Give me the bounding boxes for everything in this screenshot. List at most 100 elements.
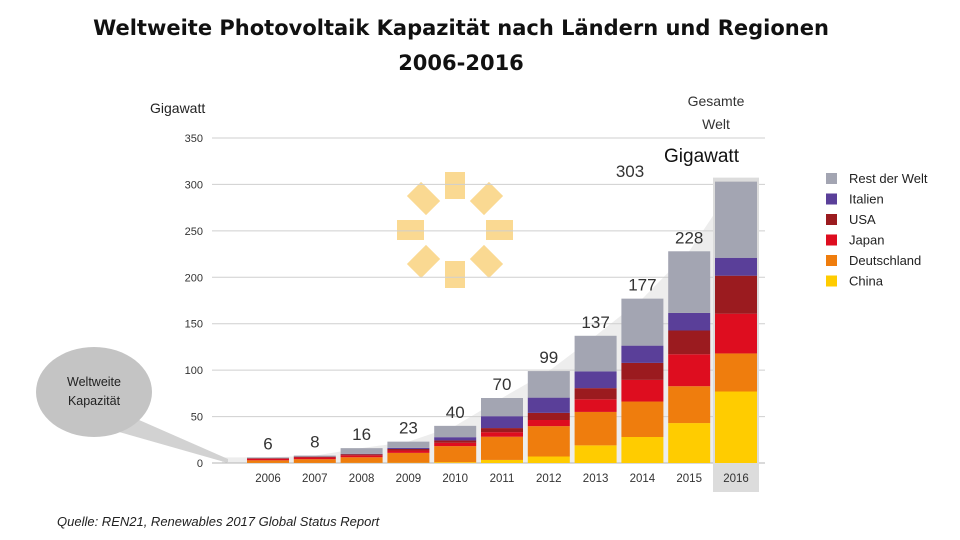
legend-swatch	[826, 193, 837, 205]
legend-swatch	[826, 255, 837, 266]
bar-segment	[715, 353, 757, 392]
bar-segment	[434, 446, 477, 463]
y-axis-tick-labels: 0 50 100 150 200 250 300 350	[185, 133, 203, 470]
sun-ray	[397, 220, 424, 240]
bar-segment	[247, 458, 289, 459]
total-value-label: 177	[628, 276, 656, 295]
bar-segment	[668, 251, 711, 313]
total-value-label: 137	[581, 313, 609, 332]
bar-segment	[715, 313, 757, 354]
total-value-label: 16	[352, 425, 371, 444]
x-axis-tick-labels: 2006 2007 2008 2009 2010 2011 2012 2013 2014 2015…	[255, 473, 749, 485]
bar-segment	[527, 426, 570, 457]
bar-segment	[293, 455, 336, 457]
bar-segment	[621, 298, 664, 346]
x-tick-label: 2009	[396, 473, 422, 485]
sun-ray	[469, 244, 504, 279]
bar-segment	[527, 456, 570, 463]
total-value-label: 99	[539, 348, 558, 367]
legend-swatch	[826, 234, 837, 246]
legend-label: China	[849, 274, 884, 289]
x-tick-label: 2013	[583, 473, 609, 485]
bar-segment	[387, 452, 430, 463]
y-tick-label: 300	[185, 179, 203, 191]
bar-segment	[574, 388, 617, 400]
legend-label: Italien	[849, 192, 884, 207]
bar-segment	[481, 459, 523, 463]
total-label-line-2: Welt	[702, 116, 730, 132]
y-tick-label: 200	[185, 272, 203, 284]
bar-segment	[621, 345, 664, 363]
x-tick-label: 2011	[490, 473, 515, 485]
bar-segment	[434, 462, 477, 463]
chart-subtitle-years: 2006-2016	[398, 51, 524, 75]
stacked-bars	[247, 181, 757, 463]
bar-segment	[481, 432, 523, 437]
y-tick-label: 0	[197, 458, 203, 470]
y-tick-label: 50	[191, 412, 203, 424]
sun-ray	[469, 181, 504, 216]
x-tick-label: 2016	[723, 473, 749, 485]
sun-ray	[486, 220, 513, 240]
legend-swatch	[826, 275, 837, 287]
y-tick-label: 350	[185, 133, 203, 145]
legend-label: Rest der Welt	[849, 171, 928, 186]
bar-segment	[574, 371, 617, 389]
bar-segment	[527, 412, 570, 421]
chart-title: Weltweite Photovoltaik Kapazität nach Lä…	[93, 16, 829, 40]
legend-label: Deutschland	[849, 253, 921, 268]
total-value-labels: 6 8 16 23 40 70 99 137 177 228 303	[263, 162, 703, 453]
bar-segment	[668, 330, 711, 355]
total-world-label: Gesamte Welt	[664, 90, 768, 136]
bar-segment	[481, 416, 523, 429]
total-value-label: 6	[263, 434, 272, 453]
bar-segment	[247, 460, 289, 463]
bar-segment	[668, 354, 711, 387]
bar-segment	[387, 450, 430, 453]
bar-segment	[293, 457, 336, 460]
legend-label: USA	[849, 212, 876, 227]
sun-ray	[445, 172, 465, 199]
bar-segment	[247, 458, 289, 461]
bar-segment	[247, 457, 289, 459]
total-value-label: 228	[675, 228, 703, 247]
bubble-line-1: Weltweite	[67, 375, 121, 389]
sun-ray	[445, 261, 465, 288]
x-tick-label: 2006	[255, 473, 281, 485]
source-citation: Quelle: REN21, Renewables 2017 Global St…	[57, 514, 380, 529]
y-axis-label: Gigawatt	[150, 100, 206, 116]
bar-segment	[434, 440, 477, 443]
total-value-label: 40	[446, 403, 465, 422]
bar-segment	[527, 397, 570, 413]
total-unit-label: Gigawatt	[664, 146, 739, 167]
total-value-label: 23	[399, 419, 418, 438]
bar-segment	[715, 257, 757, 276]
bar-segment	[574, 411, 617, 446]
x-tick-label: 2015	[676, 473, 702, 485]
bar-segment	[715, 275, 757, 314]
bar-segment	[668, 312, 711, 331]
bar-segment	[527, 371, 570, 398]
bar-segment	[481, 428, 523, 433]
x-tick-label: 2014	[630, 473, 656, 485]
bar-segment	[574, 445, 617, 463]
legend-swatch	[826, 173, 837, 184]
bar-segment	[434, 425, 477, 438]
bar-segment	[340, 454, 383, 456]
bar-segment	[293, 459, 336, 463]
y-tick-label: 100	[185, 365, 203, 377]
bar-segment	[574, 335, 617, 372]
bar-segment	[293, 456, 336, 458]
bar-segment	[481, 398, 523, 417]
total-value-label: 303	[616, 162, 644, 181]
legend: Rest der Welt Italien USA Japan Deutschland C…	[826, 171, 928, 289]
bar-segment	[387, 447, 430, 449]
bar-segment	[387, 448, 430, 451]
bar-segment	[574, 399, 617, 412]
total-label-line-1: Gesamte	[687, 93, 745, 109]
bar-segment	[715, 181, 757, 258]
sun-icon	[397, 172, 513, 288]
bar-segment	[668, 386, 711, 424]
x-tick-label: 2010	[442, 473, 468, 485]
bubble-pointer	[112, 416, 228, 463]
